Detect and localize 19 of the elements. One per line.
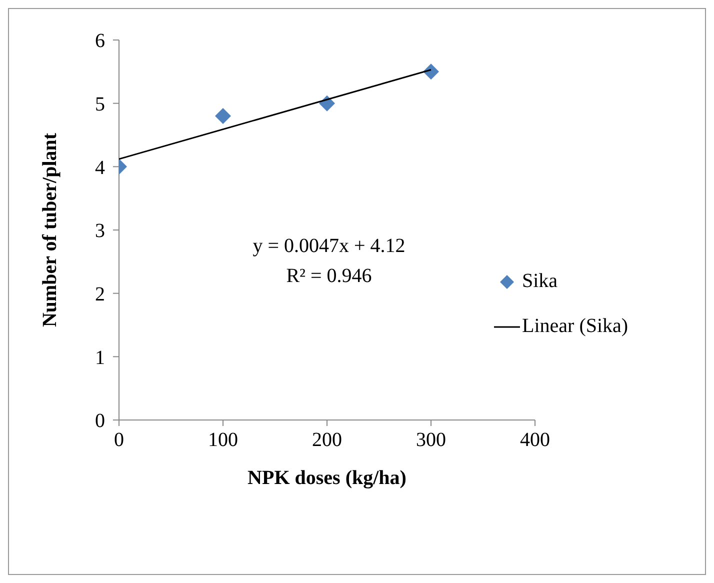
- annotation: R² = 0.946: [285, 265, 373, 288]
- y-tick-label: 2: [95, 283, 105, 306]
- y-tick-label: 5: [95, 93, 105, 116]
- y-tick-label: 3: [95, 220, 105, 242]
- x-tick-label: 200: [312, 429, 342, 452]
- y-tick-label: 6: [95, 30, 105, 52]
- y-axis-title: Number of tuber/plant: [39, 132, 62, 328]
- y-tick-label: 1: [95, 346, 105, 369]
- x-tick-label: 300: [416, 429, 446, 452]
- x-tick-label: 400: [520, 429, 550, 452]
- y-tick-label: 4: [95, 156, 105, 179]
- legend-label: Linear (Sika): [522, 315, 628, 338]
- x-axis-title: NPK doses (kg/ha): [248, 467, 406, 489]
- x-tick-label: 0: [114, 429, 124, 452]
- point: [423, 64, 439, 80]
- annotation: y = 0.0047x + 4.12: [252, 235, 406, 258]
- x-tick-label: 100: [208, 429, 238, 452]
- y-tick-label: 0: [95, 410, 105, 432]
- legend-label: Sika: [522, 270, 558, 293]
